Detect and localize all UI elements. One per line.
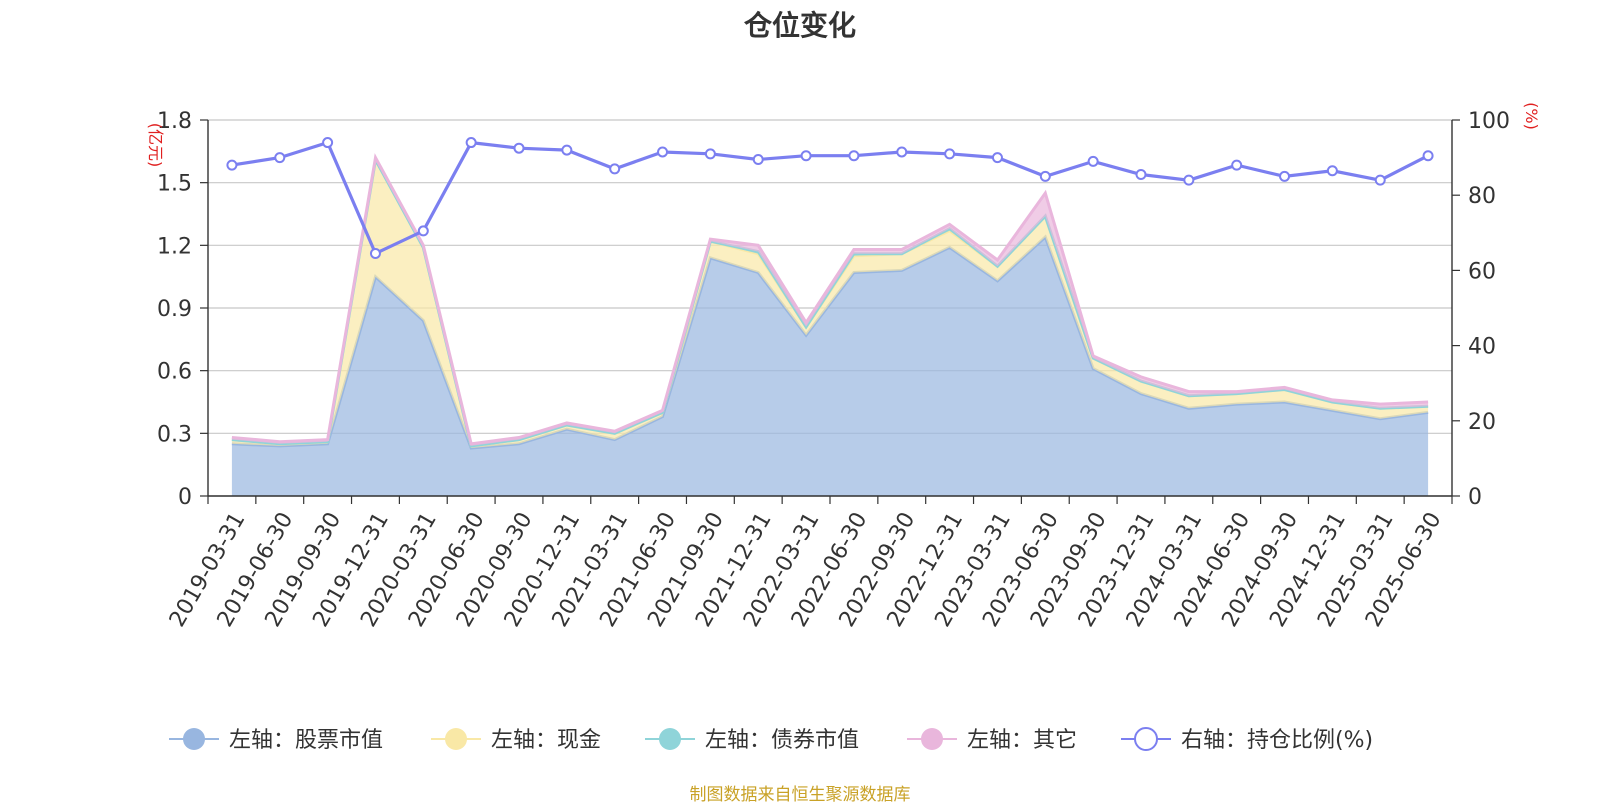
ratio-line-series bbox=[226, 137, 1434, 259]
legend-marker-icon bbox=[659, 728, 681, 750]
ratio-point bbox=[1422, 150, 1434, 162]
legend-marker-icon bbox=[921, 728, 943, 750]
legend-label: 左轴：其它 bbox=[967, 728, 1077, 753]
y-left-tick-label: 0.9 bbox=[157, 297, 192, 322]
ratio-point bbox=[991, 152, 1003, 164]
ratio-point bbox=[465, 137, 477, 149]
y-left-tick-label: 1.2 bbox=[157, 234, 192, 259]
ratio-point bbox=[274, 152, 286, 164]
chart-title: 仓位变化 bbox=[743, 9, 856, 42]
y-left-tick-label: 1.8 bbox=[157, 109, 192, 134]
legend-label: 左轴：股票市值 bbox=[229, 728, 383, 753]
y-right-tick-label: 40 bbox=[1468, 335, 1496, 360]
legend-label: 右轴：持仓比例(%) bbox=[1181, 728, 1373, 753]
ratio-point bbox=[1279, 170, 1291, 182]
ratio-line bbox=[231, 140, 1429, 256]
y-left-tick-label: 0.3 bbox=[157, 422, 192, 447]
ratio-point bbox=[417, 225, 429, 237]
y-right-unit: (%) bbox=[1522, 102, 1541, 130]
legend-item: 左轴：债券市值 bbox=[645, 728, 859, 753]
legend-item: 左轴：股票市值 bbox=[169, 728, 383, 753]
ratio-point bbox=[1087, 155, 1099, 167]
ratio-point bbox=[513, 142, 525, 154]
legend-label: 左轴：现金 bbox=[491, 728, 601, 753]
ratio-point bbox=[896, 146, 908, 158]
ratio-point bbox=[1135, 169, 1147, 181]
legend-marker-icon bbox=[445, 728, 467, 750]
legend-label: 左轴：债券市值 bbox=[705, 728, 859, 753]
ratio-point bbox=[226, 159, 238, 171]
y-right-tick-label: 100 bbox=[1468, 109, 1510, 134]
ratio-point bbox=[657, 146, 669, 158]
stacked-areas bbox=[231, 153, 1429, 496]
legend-item: 右轴：持仓比例(%) bbox=[1121, 727, 1373, 753]
ratio-point bbox=[1183, 174, 1195, 186]
legend-marker-icon bbox=[1134, 727, 1158, 751]
ratio-point bbox=[752, 153, 764, 165]
y-left-unit: (亿元) bbox=[146, 123, 165, 168]
legend-item: 左轴：其它 bbox=[907, 728, 1077, 753]
ratio-point bbox=[1039, 170, 1051, 182]
ratio-point bbox=[1326, 165, 1338, 177]
y-right-tick-label: 60 bbox=[1468, 259, 1496, 284]
ratio-point bbox=[944, 148, 956, 160]
area-左轴：其它 bbox=[231, 157, 1429, 446]
y-left-tick-label: 1.5 bbox=[157, 172, 192, 197]
ratio-point bbox=[609, 163, 621, 175]
legend-item: 左轴：现金 bbox=[431, 728, 601, 753]
y-left-tick-label: 0.6 bbox=[157, 360, 192, 385]
ratio-point bbox=[1374, 174, 1386, 186]
y-right-tick-label: 80 bbox=[1468, 184, 1496, 209]
area-左轴：股票市值 bbox=[231, 237, 1429, 496]
ratio-point bbox=[561, 144, 573, 156]
ratio-point bbox=[369, 247, 381, 259]
ratio-point bbox=[704, 148, 716, 160]
ratio-point bbox=[322, 137, 334, 149]
ratio-point bbox=[1231, 159, 1243, 171]
legend: 左轴：股票市值 左轴：现金 左轴：债券市值 左轴：其它 右轴：持仓比例(%) bbox=[169, 727, 1373, 753]
ratio-point bbox=[848, 150, 860, 162]
source-note: 制图数据来自恒生聚源数据库 bbox=[689, 785, 911, 805]
y-right-tick-label: 0 bbox=[1468, 485, 1482, 510]
area-line-左轴：其它 bbox=[231, 153, 1429, 446]
y-left-tick-label: 0 bbox=[178, 485, 192, 510]
ratio-point bbox=[800, 150, 812, 162]
y-right-tick-label: 20 bbox=[1468, 410, 1496, 435]
legend-marker-icon bbox=[183, 728, 205, 750]
